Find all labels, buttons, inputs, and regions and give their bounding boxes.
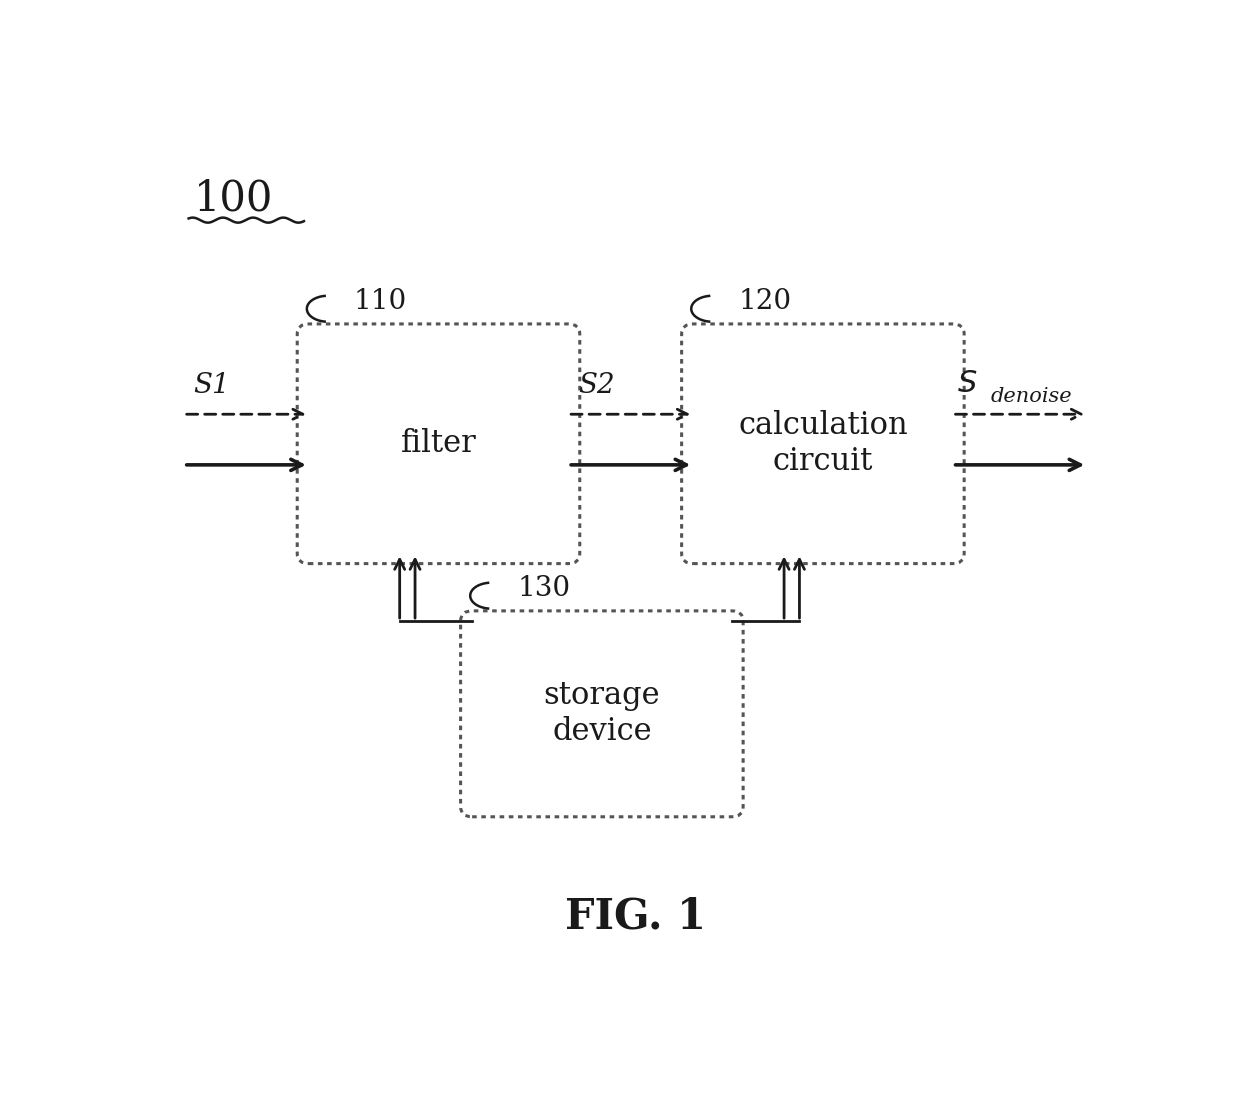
- Text: S2: S2: [578, 372, 615, 399]
- Text: filter: filter: [401, 429, 476, 459]
- Text: 130: 130: [517, 575, 570, 603]
- Text: denoise: denoise: [991, 387, 1073, 406]
- Text: storage
device: storage device: [543, 681, 660, 747]
- Text: FIG. 1: FIG. 1: [565, 895, 706, 937]
- Text: S1: S1: [193, 372, 231, 399]
- Text: 100: 100: [193, 178, 273, 220]
- FancyBboxPatch shape: [682, 324, 965, 563]
- Text: 120: 120: [738, 288, 791, 316]
- FancyBboxPatch shape: [298, 324, 580, 563]
- FancyBboxPatch shape: [460, 610, 743, 817]
- Text: calculation
circuit: calculation circuit: [738, 410, 908, 477]
- Text: $S$: $S$: [957, 368, 978, 399]
- Text: 110: 110: [353, 288, 407, 316]
